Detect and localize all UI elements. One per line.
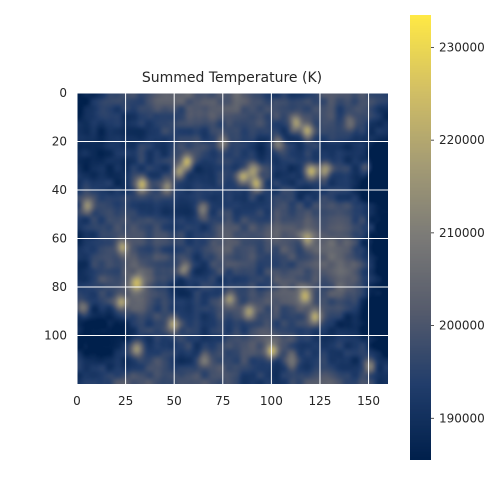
x-tick-label: 100 [260,394,283,408]
chart-title: Summed Temperature (K) [142,70,322,86]
colorbar-tick-label: 220000 [439,133,485,147]
x-tick-label: 75 [215,394,230,408]
x-tick-label: 25 [118,394,133,408]
y-tick-label: 80 [52,280,67,294]
colorbar-tick-label: 230000 [439,40,485,54]
x-tick-label: 150 [357,394,380,408]
y-tick-label: 100 [44,329,67,343]
y-axis: 0 20 40 60 80 100 [44,86,67,343]
colorbar-gradient [410,15,431,460]
grid-lines [76,92,388,384]
x-tick-label: 50 [167,394,182,408]
y-tick-label: 20 [52,135,67,149]
colorbar [410,15,431,460]
colorbar-axis: 190000 200000 210000 220000 230000 [431,40,485,425]
y-tick-label: 0 [59,86,67,100]
y-tick-label: 60 [52,232,67,246]
x-tick-label: 0 [73,394,81,408]
x-axis: 0 25 50 75 100 125 150 [73,394,380,408]
colorbar-tick-label: 210000 [439,226,485,240]
x-tick-label: 125 [309,394,332,408]
y-tick-label: 40 [52,183,67,197]
colorbar-tick-label: 200000 [439,319,485,333]
colorbar-tick-label: 190000 [439,411,485,425]
